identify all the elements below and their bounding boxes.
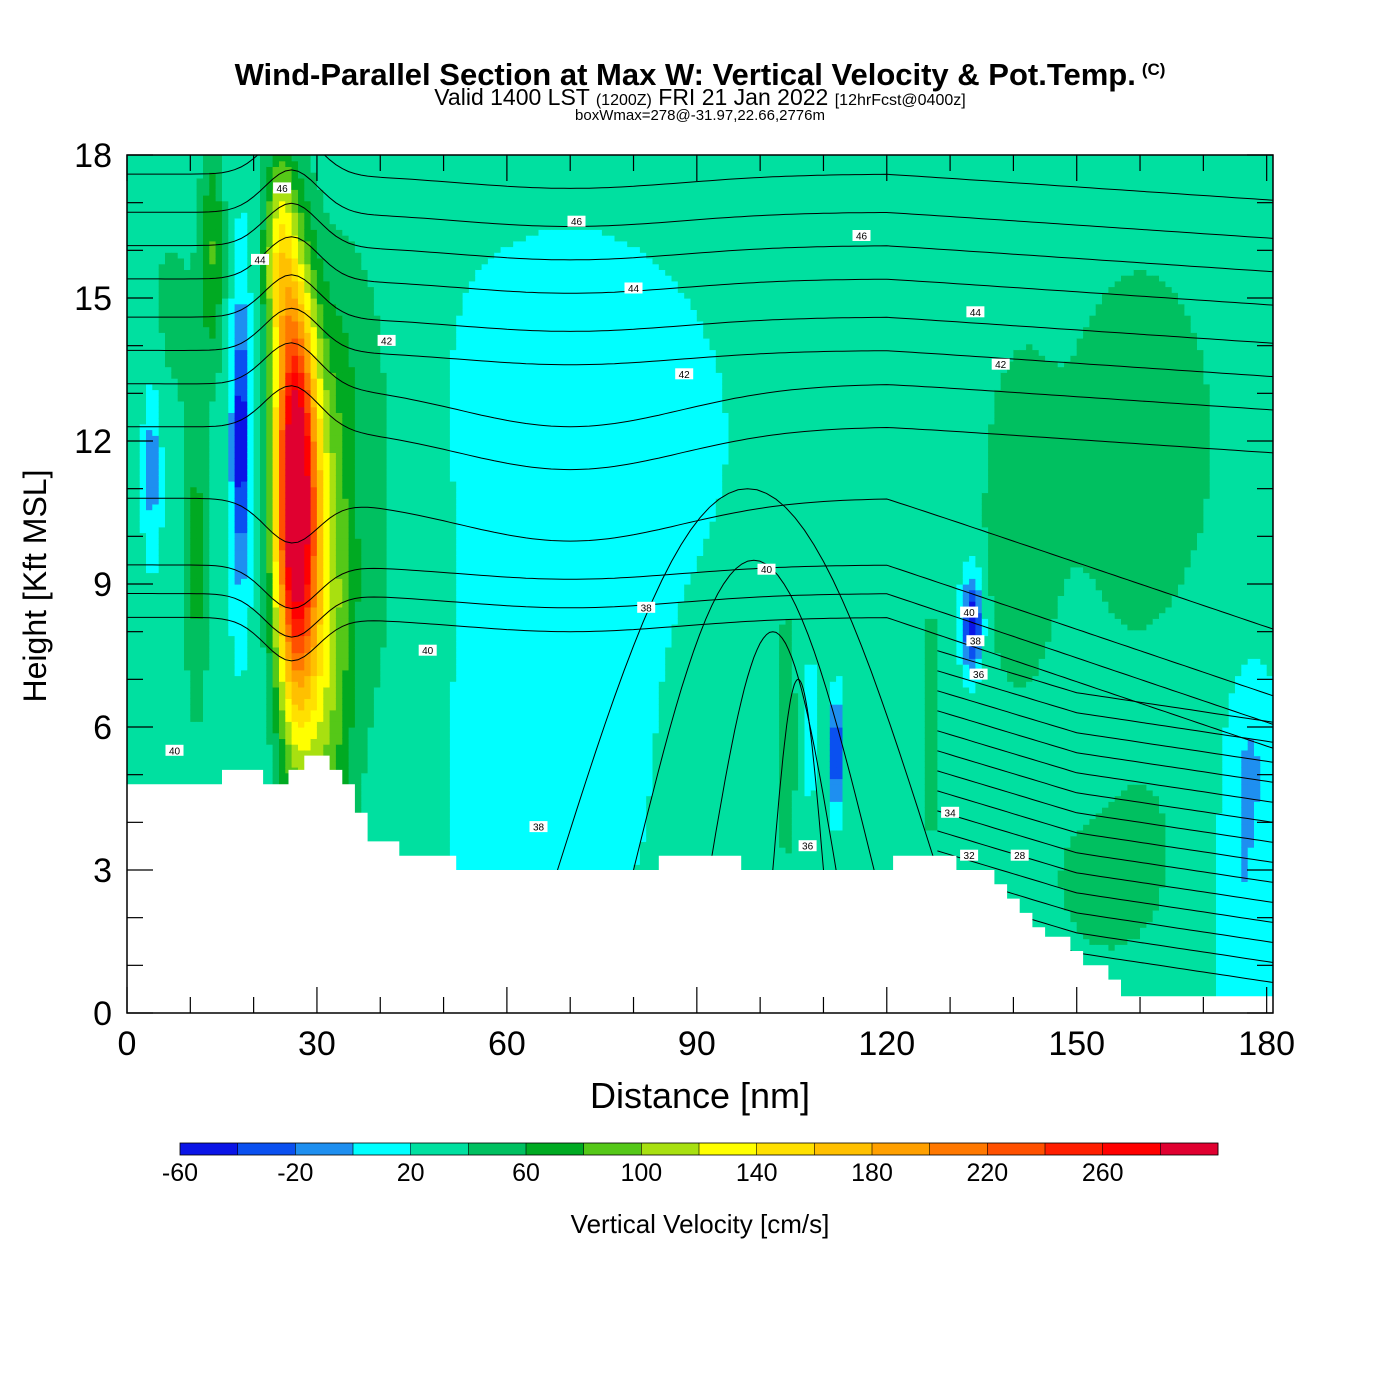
valid-time: Valid 1400 LST xyxy=(434,84,589,110)
y-tick-label: 0 xyxy=(93,995,112,1033)
colorbar-swatch xyxy=(1102,1143,1161,1155)
theta-label: 28 xyxy=(1010,849,1029,862)
x-tick-label: 180 xyxy=(1238,1025,1295,1063)
theta-label: 40 xyxy=(418,644,437,657)
colorbar-swatch xyxy=(1045,1143,1104,1155)
y-tick-label: 6 xyxy=(93,709,112,747)
theta-label: 44 xyxy=(966,306,985,319)
colorbar: -60 -20 20 60 100 140 180 220 260 xyxy=(162,1142,1219,1187)
theta-label: 46 xyxy=(852,230,871,243)
y-tick-label: 15 xyxy=(74,280,112,318)
y-tick-label: 3 xyxy=(93,852,112,890)
theta-label: 46 xyxy=(567,215,586,228)
theta-label: 38 xyxy=(637,601,656,614)
x-tick-label: 60 xyxy=(488,1025,526,1063)
copyright-mark: (C) xyxy=(1142,60,1166,79)
theta-label: 40 xyxy=(165,744,184,757)
colorbar-tick-label: 180 xyxy=(851,1159,893,1187)
theta-label: 40 xyxy=(757,563,776,576)
x-tick-label: 90 xyxy=(678,1025,716,1063)
colorbar-swatch xyxy=(295,1143,354,1155)
theta-label: 32 xyxy=(960,849,979,862)
colorbar-swatch xyxy=(641,1143,700,1155)
colorbar-swatch xyxy=(180,1143,239,1155)
colorbar-swatch xyxy=(237,1143,296,1155)
colorbar-tick-label: 260 xyxy=(1082,1159,1124,1187)
colorbar-swatch xyxy=(410,1143,469,1155)
colorbar-tick-label: -20 xyxy=(277,1159,313,1187)
theta-contour-labels: 46 46 46 44 44 44 42 42 42 40 40 40 40 38 38 38 36 36 34 32… xyxy=(165,182,1029,862)
theta-label: 38 xyxy=(966,635,985,648)
colorbar-label: Vertical Velocity [cm/s] xyxy=(571,1209,830,1239)
colorbar-tick-label: 60 xyxy=(512,1159,540,1187)
theta-label: 42 xyxy=(675,368,694,381)
colorbar-tick-label: 220 xyxy=(966,1159,1008,1187)
theta-label: 38 xyxy=(529,821,548,834)
colorbar-swatch xyxy=(468,1143,527,1155)
theta-label: 44 xyxy=(251,253,269,266)
theta-label: 42 xyxy=(991,358,1010,371)
colorbar-tick-label: -60 xyxy=(162,1159,198,1187)
theta-label: 46 xyxy=(273,182,292,195)
y-tick-label: 18 xyxy=(74,137,112,175)
colorbar-swatch xyxy=(699,1143,758,1155)
colorbar-swatch xyxy=(353,1143,412,1155)
y-axis-label: Height [Kft MSL] xyxy=(17,470,53,703)
terrain-mask xyxy=(127,755,1273,1013)
colorbar-tick-label: 140 xyxy=(736,1159,778,1187)
colorbar-swatch xyxy=(929,1143,988,1155)
theta-label: 34 xyxy=(941,806,960,819)
colorbar-swatch xyxy=(987,1143,1046,1155)
y-tick-label: 12 xyxy=(74,423,112,461)
x-tick-label: 120 xyxy=(858,1025,915,1063)
utc-time: (1200Z) xyxy=(596,92,652,109)
x-tick-label: 150 xyxy=(1048,1025,1105,1063)
theta-label: 36 xyxy=(969,668,988,681)
box-wmax-line: boxWmax=278@-31.97,22.66,2776m xyxy=(0,108,1400,124)
colorbar-tick-label: 20 xyxy=(397,1159,425,1187)
colorbar-swatch xyxy=(872,1143,931,1155)
forecast-info: [12hrFcst@0400z] xyxy=(835,92,966,109)
colorbar-swatch xyxy=(756,1143,815,1155)
y-tick-label: 9 xyxy=(93,566,112,604)
theta-label: 36 xyxy=(798,840,817,853)
colorbar-tick-label: 100 xyxy=(620,1159,662,1187)
chart-title: Wind-Parallel Section at Max W: Vertical… xyxy=(0,52,1400,93)
colorbar-swatch xyxy=(814,1143,873,1155)
colorbar-swatch xyxy=(583,1143,642,1155)
theta-label: 44 xyxy=(624,282,643,295)
chart-title-text: Wind-Parallel Section at Max W: Vertical… xyxy=(235,57,1136,92)
theta-label: 42 xyxy=(377,334,396,347)
valid-date: FRI 21 Jan 2022 xyxy=(658,84,828,110)
colorbar-swatch xyxy=(1160,1143,1219,1155)
x-axis-label: Distance [nm] xyxy=(590,1075,810,1116)
colorbar-swatch xyxy=(526,1143,585,1155)
x-tick-label: 0 xyxy=(118,1025,137,1063)
x-tick-label: 30 xyxy=(298,1025,336,1063)
theta-label: 40 xyxy=(960,606,979,619)
valid-time-line: Valid 1400 LST (1200Z) FRI 21 Jan 2022 [… xyxy=(0,84,1400,114)
